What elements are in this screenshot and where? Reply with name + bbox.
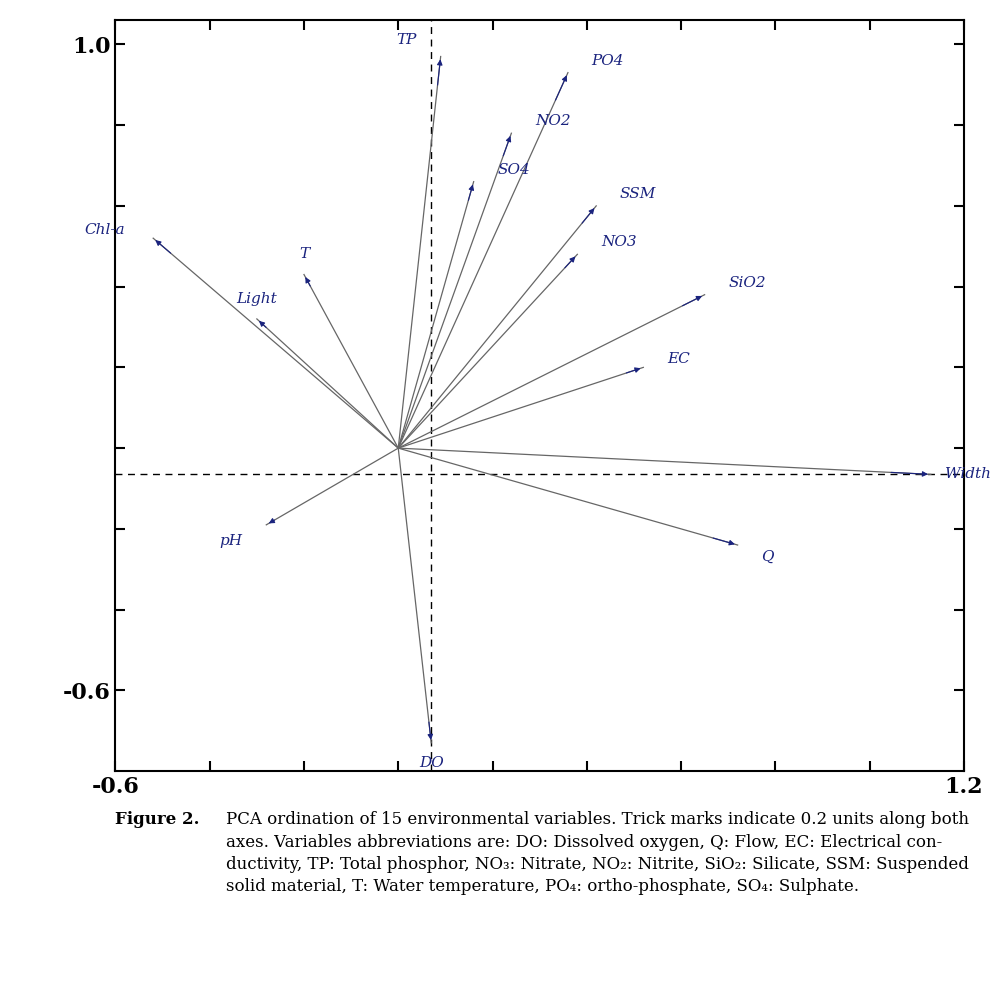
Text: SSM: SSM: [619, 186, 656, 201]
Text: NO3: NO3: [601, 235, 636, 249]
Text: PCA ordination of 15 environmental variables. Trick marks indicate 0.2 units alo: PCA ordination of 15 environmental varia…: [226, 811, 968, 895]
Text: Chl-a: Chl-a: [84, 223, 124, 237]
Text: Q: Q: [760, 550, 773, 564]
Text: T: T: [299, 247, 309, 261]
Text: Width: Width: [944, 468, 990, 482]
Text: SiO2: SiO2: [727, 275, 765, 289]
Text: NO2: NO2: [535, 114, 570, 128]
Text: SO4: SO4: [496, 162, 530, 176]
Text: Figure 2.: Figure 2.: [115, 811, 200, 829]
Text: DO: DO: [418, 756, 443, 770]
Text: PO4: PO4: [591, 53, 624, 68]
Text: Light: Light: [237, 291, 277, 305]
Text: EC: EC: [666, 353, 689, 366]
Text: pH: pH: [220, 534, 243, 548]
Text: TP: TP: [396, 33, 416, 47]
